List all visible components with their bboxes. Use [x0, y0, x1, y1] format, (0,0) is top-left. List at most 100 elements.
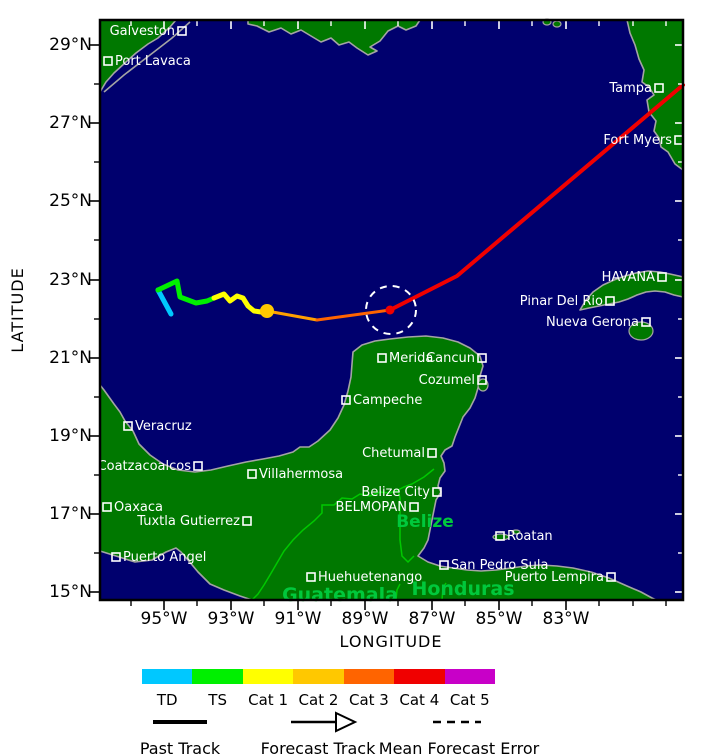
city-label: Galveston	[110, 24, 175, 39]
city-marker	[341, 395, 351, 405]
city-marker	[495, 531, 505, 541]
category-label: Cat 5	[449, 691, 490, 709]
lon-tick-label: 89°W	[341, 609, 389, 629]
forecast-arrowhead-icon	[335, 711, 358, 733]
city-label: Villahermosa	[259, 467, 343, 482]
city: Chetumal	[362, 446, 437, 461]
city: Nueva Gerona	[546, 315, 651, 330]
intensity-colorbar	[142, 669, 495, 684]
y-axis-title: LATITUDE	[8, 267, 27, 353]
lat-tick-label: 15°N	[49, 582, 92, 602]
city: Tampa	[608, 81, 664, 96]
lon-tick-label: 85°W	[475, 609, 523, 629]
city-marker	[103, 56, 113, 66]
city: Cozumel	[419, 373, 487, 388]
city-marker	[306, 572, 316, 582]
colorbar-segment-cat-2	[293, 669, 344, 684]
lat-tick-label: 25°N	[49, 191, 92, 211]
mean-forecast-error-legend-label: Mean Forecast Error	[378, 739, 540, 756]
city-label: BELMOPAN	[336, 500, 407, 515]
category-label: TS	[208, 691, 227, 709]
lat-tick-label: 29°N	[49, 35, 92, 55]
city-marker	[432, 487, 442, 497]
city-marker	[657, 272, 667, 282]
city-label: Coatzacoalcos	[98, 459, 192, 474]
city-label: Campeche	[353, 393, 422, 408]
city-marker	[606, 572, 616, 582]
city: Villahermosa	[247, 467, 343, 482]
city-marker	[605, 296, 615, 306]
category-label: Cat 1	[248, 691, 288, 709]
country-border	[251, 489, 399, 601]
city-label: Veracruz	[135, 419, 192, 434]
forecast-track-segment	[315, 308, 392, 322]
city: Belize City	[361, 485, 442, 500]
city-marker	[377, 353, 387, 363]
city: Puerto Lempira	[505, 570, 616, 585]
country-label: Honduras	[411, 578, 514, 600]
city-marker	[177, 26, 187, 36]
island	[552, 20, 562, 28]
lon-tick-label: 87°W	[408, 609, 456, 629]
city-marker	[427, 448, 437, 458]
lat-tick-label: 23°N	[49, 270, 92, 290]
city: Oaxaca	[102, 500, 163, 515]
city-marker	[193, 461, 203, 471]
city-label: Tampa	[608, 81, 652, 96]
city-label: Nueva Gerona	[546, 315, 639, 330]
category-label: Cat 3	[348, 691, 389, 709]
city: Coatzacoalcos	[98, 459, 203, 474]
city-label: Chetumal	[362, 446, 425, 461]
city: San Pedro Sula	[439, 558, 548, 573]
city-label: Fort Myers	[603, 133, 672, 148]
city-marker	[654, 83, 664, 93]
city-label: Puerto Lempira	[505, 570, 604, 585]
city-marker	[409, 502, 419, 512]
colorbar-segment-cat-4	[394, 669, 445, 684]
city-marker	[477, 375, 487, 385]
country-label: Guatemala	[282, 584, 398, 606]
city: Galveston	[110, 24, 187, 39]
city-label: Tuxtla Gutierrez	[136, 514, 240, 529]
country-border	[441, 582, 447, 601]
city-marker	[111, 552, 121, 562]
city: Puerto Angel	[111, 550, 206, 565]
city-marker	[247, 469, 257, 479]
city-marker	[477, 353, 487, 363]
city: Tuxtla Gutierrez	[136, 514, 252, 529]
city: Fort Myers	[603, 133, 684, 148]
forecast-track-legend-label: Forecast Track	[260, 739, 376, 756]
lat-tick-label: 27°N	[49, 113, 92, 133]
category-label: TD	[156, 691, 178, 709]
past-track-segment	[211, 291, 264, 315]
colorbar-segment-cat-5	[444, 669, 495, 684]
current-position-dot	[260, 304, 274, 318]
city: BELMOPAN	[336, 500, 419, 515]
city-label: Merida	[389, 351, 433, 366]
past-track-segment	[155, 287, 174, 317]
city-label: HAVANA	[602, 270, 656, 285]
city-label: Cancun	[426, 351, 475, 366]
city-label: Cozumel	[419, 373, 475, 388]
country-border	[395, 583, 401, 601]
lat-tick-label: 17°N	[49, 504, 92, 524]
city: Roatan	[495, 529, 553, 544]
lon-tick-label: 91°W	[274, 609, 322, 629]
city: Port Lavaca	[103, 54, 191, 69]
city-marker	[242, 516, 252, 526]
city-label: Huehuetenango	[318, 570, 422, 585]
intensity-category-labels: TD TS Cat 1 Cat 2 Cat 3 Cat 4 Cat 5	[142, 691, 495, 709]
past-track-legend-label: Past Track	[139, 739, 221, 756]
city-marker	[102, 502, 112, 512]
past-track-segment	[155, 278, 217, 306]
city: Campeche	[341, 393, 422, 408]
forecast-position-dot	[385, 305, 395, 315]
land-polygon	[99, 335, 657, 601]
city: Veracruz	[123, 419, 192, 434]
island	[511, 529, 521, 535]
city: Pinar Del Rio	[520, 294, 615, 309]
city-label: Oaxaca	[114, 500, 163, 515]
city-label: Port Lavaca	[115, 54, 191, 69]
